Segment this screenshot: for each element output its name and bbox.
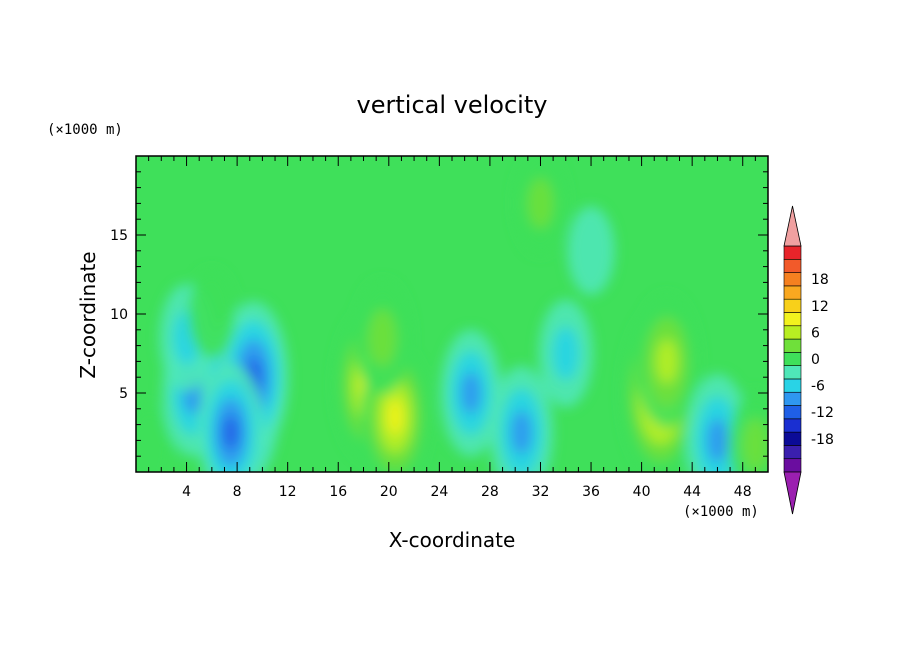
field-feature (188, 269, 236, 359)
field-contour (706, 418, 728, 463)
field-feature (538, 299, 593, 408)
x-tick-label: 48 (734, 484, 752, 500)
field-feature (728, 391, 768, 472)
field-contour (741, 418, 768, 472)
x-tick-label: 32 (532, 484, 550, 500)
field-contour (222, 415, 239, 450)
field-contour (510, 410, 533, 455)
field-feature (635, 295, 699, 428)
y-tick-label: 5 (119, 386, 128, 402)
field-contour (368, 309, 397, 367)
x-tick-label: 44 (683, 484, 701, 500)
x-axis-ticks: 4 8 12 16 20 24 28 32 36 40 44 48 (148, 156, 756, 500)
colorbar-extend-low (783, 471, 802, 515)
x-tick-label: 24 (430, 484, 448, 500)
x-tick-label: 40 (633, 484, 651, 500)
x-tick-label: 16 (329, 484, 347, 500)
x-tick-label: 28 (481, 484, 499, 500)
y-axis-unit: (×1000 m) (47, 122, 123, 138)
x-axis-label: X-coordinate (389, 528, 516, 552)
field-feature (136, 404, 173, 472)
y-tick-label: 10 (110, 307, 128, 323)
y-axis-ticks: 5 10 15 (110, 171, 768, 457)
colorbar-box (783, 312, 802, 327)
field-contour (552, 326, 580, 381)
colorbar-tick-label: 6 (811, 325, 820, 341)
field-contour (460, 371, 482, 415)
colorbar-box (783, 431, 802, 446)
x-tick-label: 4 (182, 484, 191, 500)
colorbar-box (783, 325, 802, 340)
field-contour (136, 404, 173, 472)
field-feature (354, 280, 411, 395)
colorbar-box (783, 338, 802, 353)
field-feature (514, 156, 567, 254)
x-tick-label: 12 (279, 484, 297, 500)
y-tick-label: 15 (110, 228, 128, 244)
colorbar: 18 12 6 0 -6 -12 -18 (783, 205, 834, 515)
x-tick-label: 36 (582, 484, 600, 500)
field-contour (188, 269, 236, 359)
colorbar-box (783, 365, 802, 380)
colorbar-box (783, 352, 802, 366)
colorbar-tick-label: 0 (811, 352, 820, 368)
colorbar-box (783, 445, 802, 460)
colorbar-box (783, 245, 802, 260)
field-contour (386, 398, 404, 435)
field-feature (489, 366, 554, 472)
colorbar-tick-label: 18 (811, 272, 829, 288)
velocity-field (136, 156, 768, 472)
chart-title: vertical velocity (357, 91, 548, 119)
field-contour (567, 206, 615, 296)
colorbar-tick-label: -18 (811, 432, 834, 448)
colorbar-box (783, 391, 802, 406)
x-axis-unit: (×1000 m) (683, 504, 759, 520)
field-feature (440, 329, 502, 457)
field-contour (527, 178, 554, 229)
colorbar-box (783, 378, 802, 393)
colorbar-box (783, 258, 802, 273)
colorbar-tick-label: -12 (811, 405, 834, 421)
colorbar-box (783, 272, 802, 287)
colorbar-tick-label: -6 (811, 379, 825, 395)
colorbar-box (783, 298, 802, 313)
y-axis-label: Z-coordinate (76, 251, 100, 378)
x-tick-label: 20 (380, 484, 398, 500)
plot-area (136, 156, 768, 472)
colorbar-box (783, 405, 802, 420)
colorbar-tick-label: 12 (811, 299, 829, 315)
colorbar-box (783, 285, 802, 300)
field-feature (567, 206, 615, 296)
colorbar-extend-high (783, 205, 802, 247)
x-tick-label: 8 (233, 484, 242, 500)
colorbar-box (783, 418, 802, 433)
field-contour (656, 339, 678, 384)
field-feature (198, 363, 264, 472)
colorbar-box (783, 458, 802, 473)
